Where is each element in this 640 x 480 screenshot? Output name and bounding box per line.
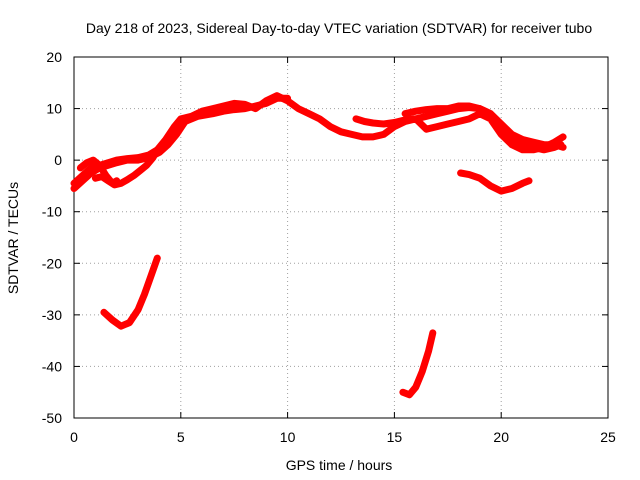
y-axis-label: SDTVAR / TECUs xyxy=(5,182,21,294)
series-arc-7 xyxy=(457,169,533,195)
chart-title: Day 218 of 2023, Sidereal Day-to-day VTE… xyxy=(86,20,593,36)
y-tick-label: 20 xyxy=(46,49,62,65)
grid xyxy=(74,57,608,418)
plot-frame xyxy=(73,56,609,419)
y-tick-label: 0 xyxy=(54,152,62,168)
y-tick-label: -40 xyxy=(42,358,62,374)
y-tick-label: 10 xyxy=(46,101,62,117)
x-tick-label: 10 xyxy=(280,429,296,445)
series-group xyxy=(70,92,567,399)
series-arc-8 xyxy=(100,254,161,330)
series-arc-9 xyxy=(399,329,437,399)
x-tick-label: 15 xyxy=(387,429,403,445)
y-tick-label: -30 xyxy=(42,307,62,323)
y-tick-label: -20 xyxy=(42,255,62,271)
x-axis-label: GPS time / hours xyxy=(286,457,393,473)
x-tick-label: 0 xyxy=(70,429,78,445)
y-tick-label: -50 xyxy=(42,410,62,426)
x-tick-label: 20 xyxy=(493,429,509,445)
y-tick-label: -10 xyxy=(42,204,62,220)
ticks: 0 5 10 15 20 25 -50 -40 -30 -20 -10 0 10 20 xyxy=(42,49,616,445)
series-arc-6 xyxy=(401,102,565,154)
series-arc-4 xyxy=(91,146,161,189)
x-tick-label: 5 xyxy=(177,429,185,445)
x-tick-label: 25 xyxy=(600,429,616,445)
